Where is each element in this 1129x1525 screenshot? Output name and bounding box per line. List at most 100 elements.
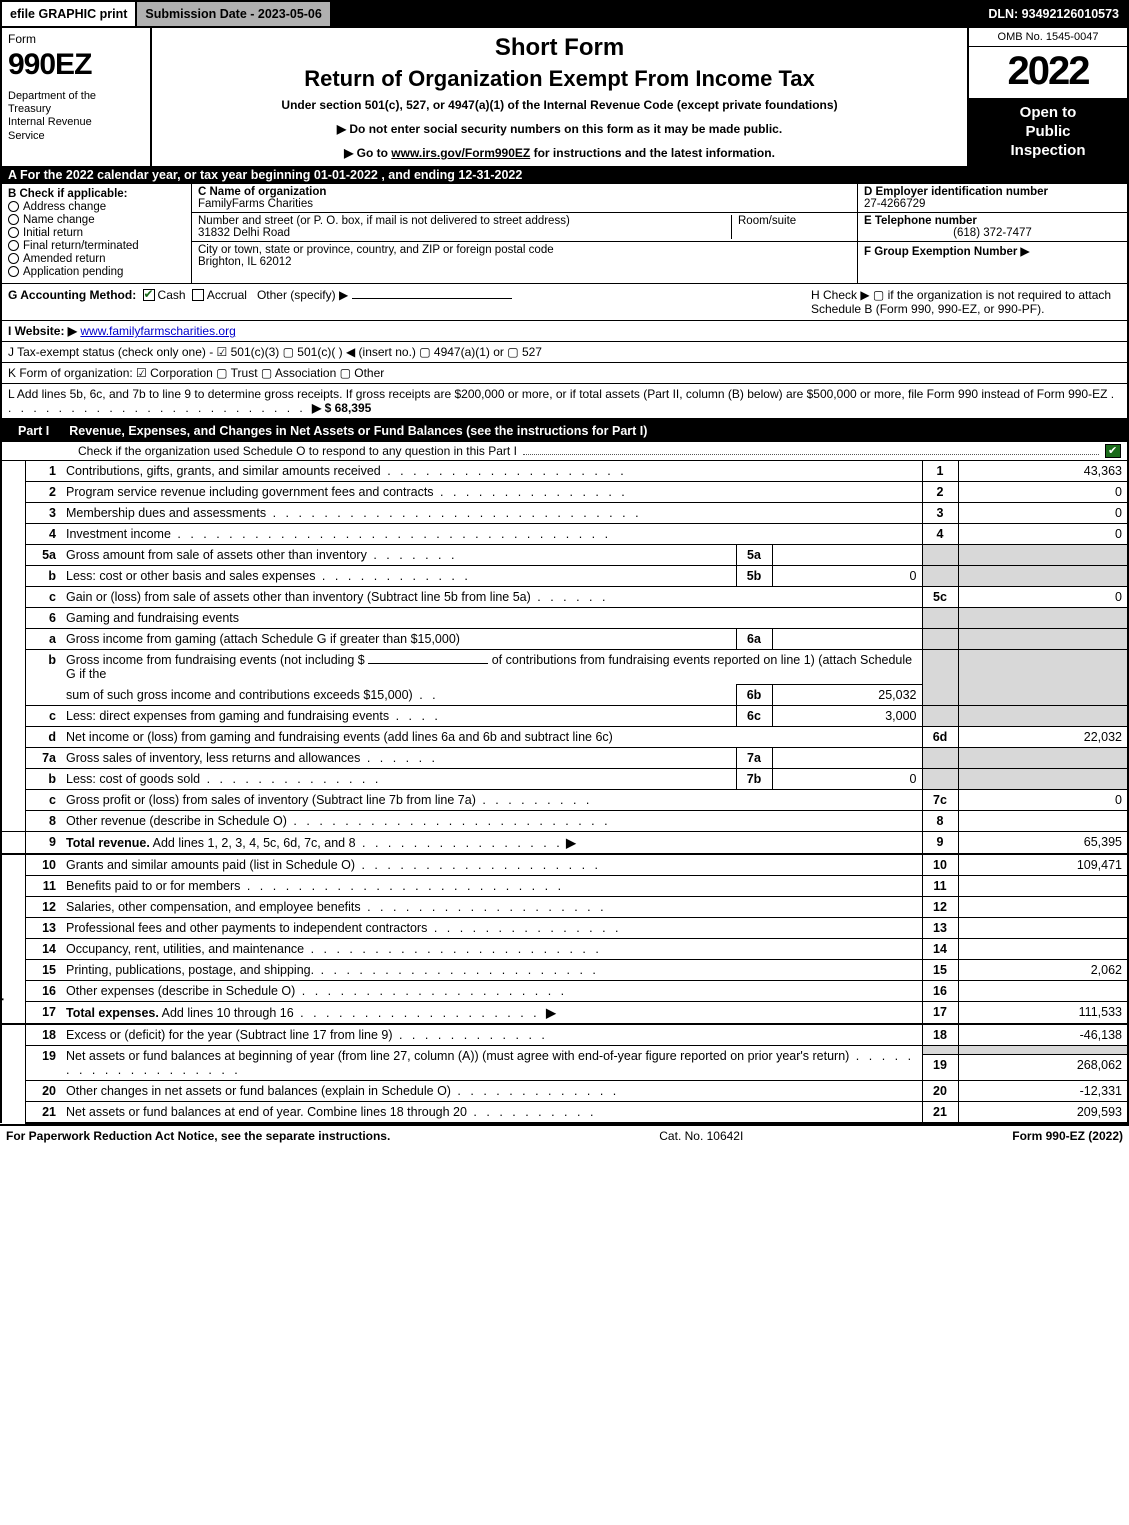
line-a: A For the 2022 calendar year, or tax yea… bbox=[0, 166, 1129, 184]
rnum-7c: 7c bbox=[922, 790, 958, 811]
desc-20: Other changes in net assets or fund bala… bbox=[61, 1081, 922, 1102]
header-mid: Short Form Return of Organization Exempt… bbox=[152, 28, 967, 166]
desc-17: Total expenses. Add lines 10 through 16 … bbox=[61, 1002, 922, 1025]
omb-number: OMB No. 1545-0047 bbox=[969, 28, 1127, 47]
form-header: Form 990EZ Department of theTreasuryInte… bbox=[0, 28, 1129, 166]
b-opt-0[interactable]: Address change bbox=[8, 201, 185, 213]
i-label: I Website: ▶ bbox=[8, 324, 77, 338]
mid-5a: 5a bbox=[736, 545, 772, 566]
b-opt-2[interactable]: Initial return bbox=[8, 227, 185, 239]
rval-7b-shade bbox=[958, 769, 1128, 790]
rval-11 bbox=[958, 876, 1128, 897]
g-cash-check[interactable] bbox=[143, 289, 155, 301]
b-opt-1[interactable]: Name change bbox=[8, 214, 185, 226]
rval-19: 268,062 bbox=[958, 1055, 1128, 1081]
rval-6c-shade bbox=[958, 706, 1128, 727]
ln-7b: b bbox=[25, 769, 61, 790]
irs-link[interactable]: www.irs.gov/Form990EZ bbox=[391, 146, 530, 160]
rval-16 bbox=[958, 981, 1128, 1002]
g-label: G Accounting Method: bbox=[8, 288, 136, 302]
form-word: Form bbox=[8, 32, 144, 46]
c-street-label: Number and street (or P. O. box, if mail… bbox=[198, 215, 731, 227]
desc-3: Membership dues and assessments . . . . … bbox=[61, 503, 922, 524]
rval-7a-shade bbox=[958, 748, 1128, 769]
mid-7b: 7b bbox=[736, 769, 772, 790]
website-link[interactable]: www.familyfarmscharities.org bbox=[80, 324, 235, 338]
rnum-5b-shade bbox=[922, 566, 958, 587]
rval-15: 2,062 bbox=[958, 960, 1128, 981]
col-def: D Employer identification number 27-4266… bbox=[857, 184, 1127, 283]
schedule-o-check[interactable] bbox=[1105, 444, 1121, 458]
return-title: Return of Organization Exempt From Incom… bbox=[162, 66, 957, 92]
instr-2: ▶ Go to www.irs.gov/Form990EZ for instru… bbox=[162, 146, 957, 160]
rval-14 bbox=[958, 939, 1128, 960]
col-b: B Check if applicable: Address change Na… bbox=[2, 184, 192, 283]
ln-1: 1 bbox=[25, 461, 61, 482]
phone-value: (618) 372-7477 bbox=[864, 227, 1121, 239]
b-opt-3[interactable]: Final return/terminated bbox=[8, 240, 185, 252]
desc-2: Program service revenue including govern… bbox=[61, 482, 922, 503]
part-i-bar: Part I Revenue, Expenses, and Changes in… bbox=[0, 420, 1129, 442]
rval-6-shade bbox=[958, 608, 1128, 629]
d-label: D Employer identification number bbox=[864, 186, 1121, 198]
line-k: K Form of organization: ☑ Corporation ▢ … bbox=[0, 362, 1129, 383]
midval-6a bbox=[772, 629, 922, 650]
ln-5b: b bbox=[25, 566, 61, 587]
midval-6c: 3,000 bbox=[772, 706, 922, 727]
mid-6b: 6b bbox=[736, 685, 772, 706]
rnum-6b-shade bbox=[922, 650, 958, 706]
rnum-2: 2 bbox=[922, 482, 958, 503]
submission-date: Submission Date - 2023-05-06 bbox=[135, 2, 329, 26]
desc-19: Net assets or fund balances at beginning… bbox=[61, 1046, 922, 1081]
rval-6d: 22,032 bbox=[958, 727, 1128, 748]
c-city-label: City or town, state or province, country… bbox=[198, 244, 851, 256]
ln-6b: b bbox=[25, 650, 61, 706]
rnum-6-shade bbox=[922, 608, 958, 629]
desc-14: Occupancy, rent, utilities, and maintena… bbox=[61, 939, 922, 960]
desc-10: Grants and similar amounts paid (list in… bbox=[61, 854, 922, 876]
ln-6: 6 bbox=[25, 608, 61, 629]
rval-8 bbox=[958, 811, 1128, 832]
rnum-8: 8 bbox=[922, 811, 958, 832]
short-form-title: Short Form bbox=[162, 34, 957, 62]
b-opt-4[interactable]: Amended return bbox=[8, 253, 185, 265]
ln-4: 4 bbox=[25, 524, 61, 545]
part-i-tag: Part I bbox=[6, 423, 62, 439]
ln-16: 16 bbox=[25, 981, 61, 1002]
line-i: I Website: ▶ www.familyfarmscharities.or… bbox=[0, 320, 1129, 341]
ln-17: 17 bbox=[25, 1002, 61, 1025]
rnum-7a-shade bbox=[922, 748, 958, 769]
desc-6b-2: sum of such gross income and contributio… bbox=[61, 685, 736, 706]
rnum-3: 3 bbox=[922, 503, 958, 524]
rval-3: 0 bbox=[958, 503, 1128, 524]
desc-7a: Gross sales of inventory, less returns a… bbox=[61, 748, 736, 769]
footer-right: Form 990-EZ (2022) bbox=[1012, 1129, 1123, 1143]
col-c: C Name of organization FamilyFarms Chari… bbox=[192, 184, 857, 283]
ln-5c: c bbox=[25, 587, 61, 608]
ln-21: 21 bbox=[25, 1102, 61, 1124]
desc-21: Net assets or fund balances at end of ye… bbox=[61, 1102, 922, 1124]
midval-5a bbox=[772, 545, 922, 566]
desc-1: Contributions, gifts, grants, and simila… bbox=[61, 461, 922, 482]
mid-6a: 6a bbox=[736, 629, 772, 650]
rval-1: 43,363 bbox=[958, 461, 1128, 482]
desc-5c: Gain or (loss) from sale of assets other… bbox=[61, 587, 922, 608]
org-name: FamilyFarms Charities bbox=[198, 198, 851, 210]
ln-9: 9 bbox=[25, 832, 61, 855]
ln-18: 18 bbox=[25, 1024, 61, 1046]
instr-2-pre: ▶ Go to bbox=[344, 146, 391, 160]
desc-6a: Gross income from gaming (attach Schedul… bbox=[61, 629, 736, 650]
org-city: Brighton, IL 62012 bbox=[198, 256, 851, 268]
ln-2: 2 bbox=[25, 482, 61, 503]
rnum-5c: 5c bbox=[922, 587, 958, 608]
desc-18: Excess or (deficit) for the year (Subtra… bbox=[61, 1024, 922, 1046]
line-g-h: G Accounting Method: Cash Accrual Other … bbox=[0, 283, 1129, 320]
rval-13 bbox=[958, 918, 1128, 939]
part-i-title: Revenue, Expenses, and Changes in Net As… bbox=[69, 424, 647, 438]
g-accrual-check[interactable] bbox=[192, 289, 204, 301]
ln-12: 12 bbox=[25, 897, 61, 918]
efile-label[interactable]: efile GRAPHIC print bbox=[2, 2, 135, 26]
rval-21: 209,593 bbox=[958, 1102, 1128, 1124]
midval-7b: 0 bbox=[772, 769, 922, 790]
b-opt-5[interactable]: Application pending bbox=[8, 266, 185, 278]
